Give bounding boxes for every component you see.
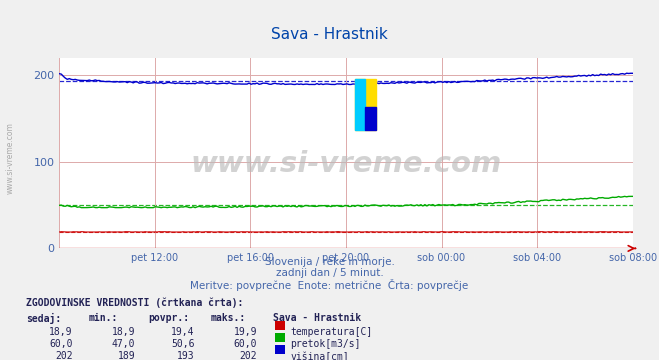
Text: 18,9: 18,9	[111, 327, 135, 337]
Text: višina[cm]: višina[cm]	[291, 351, 349, 360]
Text: 189: 189	[117, 351, 135, 360]
Text: 60,0: 60,0	[49, 339, 72, 349]
FancyBboxPatch shape	[355, 78, 376, 130]
Text: sedaj:: sedaj:	[26, 313, 61, 324]
Text: 18,9: 18,9	[49, 327, 72, 337]
Text: Slovenija / reke in morje.: Slovenija / reke in morje.	[264, 257, 395, 267]
Text: zadnji dan / 5 minut.: zadnji dan / 5 minut.	[275, 268, 384, 278]
FancyBboxPatch shape	[355, 78, 366, 130]
Text: 202: 202	[55, 351, 72, 360]
FancyBboxPatch shape	[366, 107, 376, 130]
Text: 202: 202	[239, 351, 257, 360]
Text: Sava - Hrastnik: Sava - Hrastnik	[271, 27, 388, 42]
Text: 47,0: 47,0	[111, 339, 135, 349]
Text: 193: 193	[177, 351, 194, 360]
Text: 19,9: 19,9	[233, 327, 257, 337]
Text: www.si-vreme.com: www.si-vreme.com	[190, 150, 501, 179]
Text: ZGODOVINSKE VREDNOSTI (črtkana črta):: ZGODOVINSKE VREDNOSTI (črtkana črta):	[26, 297, 244, 307]
Text: povpr.:: povpr.:	[148, 313, 189, 323]
Text: Sava - Hrastnik: Sava - Hrastnik	[273, 313, 362, 323]
Text: maks.:: maks.:	[211, 313, 246, 323]
Text: 60,0: 60,0	[233, 339, 257, 349]
Text: 50,6: 50,6	[171, 339, 194, 349]
Text: min.:: min.:	[89, 313, 119, 323]
Text: pretok[m3/s]: pretok[m3/s]	[291, 339, 361, 349]
Text: 19,4: 19,4	[171, 327, 194, 337]
Text: www.si-vreme.com: www.si-vreme.com	[5, 122, 14, 194]
Text: Meritve: povprečne  Enote: metrične  Črta: povprečje: Meritve: povprečne Enote: metrične Črta:…	[190, 279, 469, 291]
Text: temperatura[C]: temperatura[C]	[291, 327, 373, 337]
